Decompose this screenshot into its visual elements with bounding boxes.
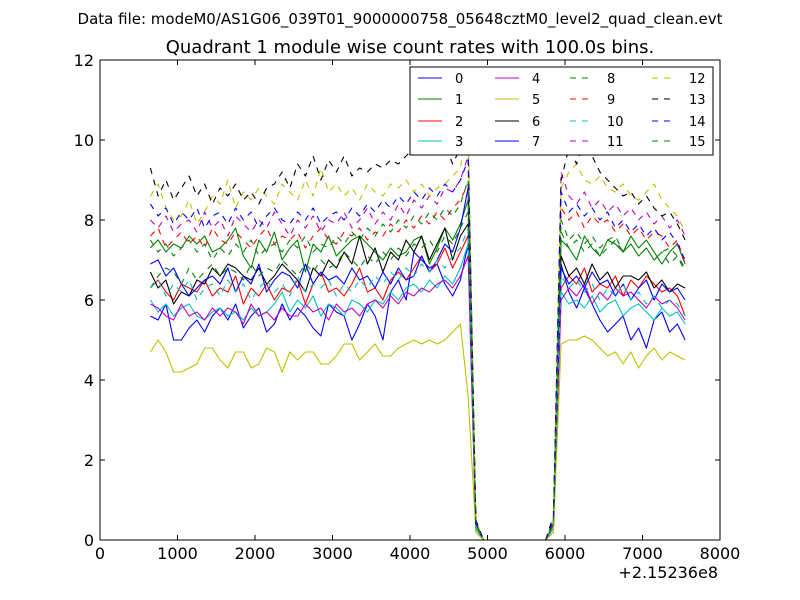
y-tick-label: 10 [74, 131, 94, 150]
x-tick-label: 0 [95, 544, 105, 563]
y-tick-label: 6 [84, 291, 94, 310]
series-line-2 [150, 235, 686, 541]
x-tick-label: 6000 [545, 544, 586, 563]
plot-series-group [149, 123, 686, 541]
legend-label-6: 6 [532, 115, 540, 130]
legend-label-13: 13 [689, 93, 706, 108]
x-tick-label: 3000 [312, 544, 353, 563]
x-tick-label: 7000 [622, 544, 663, 563]
series-line-6 [149, 223, 686, 541]
axis-ticks-group: 0 1000 2000 3000 4000 5000 6000 7000 80000246810… [74, 51, 741, 563]
legend-label-0: 0 [455, 72, 463, 87]
chart-title: Quadrant 1 module wise count rates with … [166, 37, 655, 58]
series-line-8 [149, 211, 686, 541]
x-tick-label: 4000 [390, 544, 431, 563]
series-line-13 [149, 135, 686, 541]
x-tick-label: 5000 [467, 544, 508, 563]
legend-label-3: 3 [455, 135, 463, 150]
x-tick-label: 1000 [157, 544, 198, 563]
series-line-1 [150, 199, 686, 541]
legend-label-2: 2 [455, 115, 463, 130]
chart-suptitle: Data file: modeM0/AS1G06_039T01_90000007… [78, 10, 723, 29]
legend-label-12: 12 [689, 72, 706, 87]
legend-label-5: 5 [532, 93, 540, 108]
series-line-7 [150, 187, 686, 541]
y-tick-label: 12 [74, 51, 94, 70]
legend-label-10: 10 [607, 115, 624, 130]
x-tick-label: 2000 [235, 544, 276, 563]
legend-label-14: 14 [689, 115, 706, 130]
series-line-14 [149, 159, 686, 541]
legend-label-1: 1 [455, 93, 463, 108]
legend-box [409, 66, 714, 156]
y-tick-label: 2 [84, 451, 94, 470]
series-line-12 [149, 123, 686, 541]
x-tick-label: 8000 [700, 544, 741, 563]
y-tick-label: 4 [84, 371, 94, 390]
legend-label-8: 8 [607, 72, 615, 87]
series-line-5 [149, 323, 686, 541]
legend-label-4: 4 [532, 72, 540, 87]
series-line-9 [150, 183, 686, 541]
y-tick-label: 8 [84, 211, 94, 230]
legend-label-11: 11 [607, 135, 624, 150]
x-axis-offset-label: +2.15236e8 [618, 563, 718, 582]
series-line-3 [149, 243, 686, 541]
series-line-11 [150, 155, 686, 541]
legend-label-9: 9 [607, 93, 615, 108]
legend-label-15: 15 [689, 135, 706, 150]
y-tick-label: 0 [84, 531, 94, 550]
series-line-4 [150, 255, 686, 541]
legend-label-7: 7 [532, 135, 540, 150]
